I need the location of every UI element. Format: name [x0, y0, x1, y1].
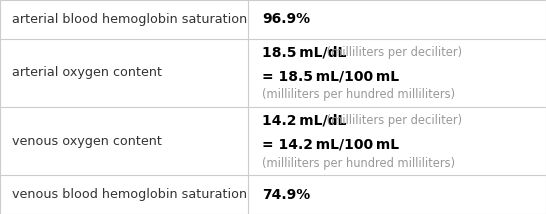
- Text: (milliliters per deciliter): (milliliters per deciliter): [323, 46, 462, 59]
- Text: 14.2 mL/dL: 14.2 mL/dL: [262, 114, 347, 128]
- Text: (milliliters per deciliter): (milliliters per deciliter): [323, 114, 462, 127]
- Text: arterial oxygen content: arterial oxygen content: [12, 66, 162, 79]
- Text: arterial blood hemoglobin saturation: arterial blood hemoglobin saturation: [12, 13, 247, 26]
- Text: (milliliters per hundred milliliters): (milliliters per hundred milliliters): [262, 88, 455, 101]
- Text: = 14.2 mL/100 mL: = 14.2 mL/100 mL: [262, 138, 399, 152]
- Text: venous oxygen content: venous oxygen content: [12, 135, 162, 148]
- Text: (milliliters per hundred milliliters): (milliliters per hundred milliliters): [262, 157, 455, 170]
- Text: = 18.5 mL/100 mL: = 18.5 mL/100 mL: [262, 69, 399, 83]
- Text: venous blood hemoglobin saturation: venous blood hemoglobin saturation: [12, 188, 247, 201]
- Text: 96.9%: 96.9%: [262, 12, 310, 26]
- Text: 74.9%: 74.9%: [262, 188, 310, 202]
- Text: 18.5 mL/dL: 18.5 mL/dL: [262, 45, 347, 59]
